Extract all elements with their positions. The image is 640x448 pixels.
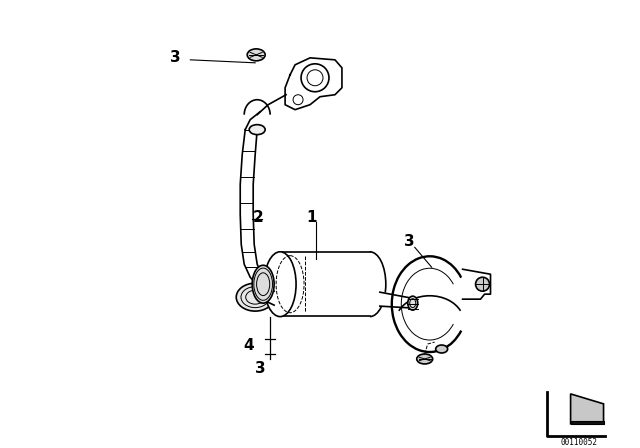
Ellipse shape	[236, 283, 274, 311]
Circle shape	[476, 277, 490, 291]
Text: 1: 1	[307, 210, 317, 225]
Text: 3: 3	[255, 362, 266, 376]
Polygon shape	[571, 394, 604, 424]
Bar	[280, 252, 370, 317]
Ellipse shape	[249, 125, 265, 134]
Polygon shape	[463, 269, 490, 299]
Polygon shape	[571, 421, 604, 424]
Text: 2: 2	[253, 210, 264, 225]
Ellipse shape	[264, 252, 296, 317]
Ellipse shape	[252, 265, 274, 303]
Polygon shape	[380, 292, 413, 308]
Ellipse shape	[417, 354, 433, 364]
Text: 3: 3	[404, 234, 415, 249]
Text: 3: 3	[170, 50, 180, 65]
Text: 4: 4	[243, 337, 253, 353]
Ellipse shape	[436, 345, 447, 353]
Polygon shape	[285, 58, 342, 110]
Text: 00110052: 00110052	[561, 438, 598, 447]
Ellipse shape	[408, 296, 418, 310]
Ellipse shape	[247, 49, 265, 61]
